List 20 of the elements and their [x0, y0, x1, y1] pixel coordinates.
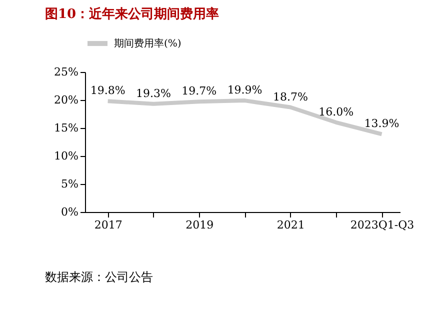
- legend-label: 期间费用率(%): [114, 38, 182, 50]
- source-note: 数据来源：公司公告: [45, 270, 153, 284]
- y-tick-label: 10%: [54, 150, 78, 162]
- data-label: 18.7%: [272, 90, 308, 104]
- y-tick-label: 20%: [54, 94, 78, 106]
- data-label: 19.7%: [182, 84, 217, 98]
- data-label: 19.8%: [90, 84, 126, 98]
- data-label: 16.0%: [318, 105, 354, 118]
- data-label: 19.3%: [136, 86, 171, 100]
- x-tick-label: 2019: [186, 218, 214, 232]
- data-label: 13.9%: [364, 117, 400, 130]
- y-tick-label: 15%: [54, 122, 78, 134]
- y-tick-label: 5%: [61, 178, 78, 190]
- x-tick-label: 2023Q1-Q3: [350, 218, 414, 232]
- chart-title: 图10：近年来公司期间费用率: [45, 6, 220, 22]
- y-tick-label: 0%: [61, 206, 78, 218]
- data-label: 19.9%: [227, 84, 262, 97]
- y-tick-label: 25%: [54, 66, 78, 78]
- x-tick-label: 2021: [276, 218, 305, 232]
- x-tick-label: 2017: [94, 218, 122, 232]
